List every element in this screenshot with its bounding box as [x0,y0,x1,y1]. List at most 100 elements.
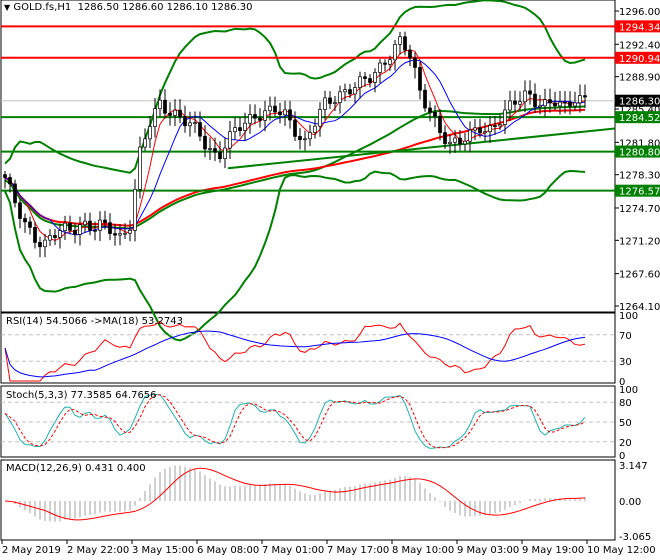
candle-body [153,108,157,127]
candle-body [273,105,277,113]
candle-body [43,239,47,248]
level-label-bg [615,51,660,64]
candle-body [118,233,122,236]
candle-body [458,137,462,145]
candle-body [93,229,97,232]
macd-title: MACD(12,26,9) 0.431 0.400 [6,463,146,474]
candle-body [533,93,537,108]
time-label: 6 May 08:00 [197,545,259,556]
ma-fast-red [4,49,586,242]
candle-body [298,136,302,141]
candle-body [178,109,182,118]
candle-body [183,116,187,127]
candle-body [248,114,252,124]
macd-signal-line [4,467,586,521]
candle-body [583,95,587,98]
candle-body [128,230,132,234]
candle-body [513,100,517,105]
candle-body [188,122,192,127]
candle-body [353,87,357,95]
candle-body [373,72,377,83]
candle-body [548,99,552,104]
candle-body [463,140,467,145]
stoch-tick-label: 20 [619,438,632,449]
candle-body [63,222,67,231]
candle-body [33,227,37,243]
current-price-label: 1286.30 [619,97,660,108]
stoch-title: Stoch(5,3,3) 77.3585 64.7656 [6,390,157,401]
candle-body [333,102,337,104]
time-label: 7 May 17:00 [327,545,389,556]
candle-body [38,242,42,248]
candle-body [573,102,577,107]
price-tick-label: 1288.90 [619,73,660,84]
candle-body [368,78,372,83]
candle-body [328,97,332,104]
candle-body [228,131,232,149]
candle-body [423,89,427,109]
chart-header: ▼ GOLD.fs,H1 1286.50 1286.60 1286.10 128… [4,2,253,13]
candle-body [338,91,342,103]
candle-body [568,101,572,107]
candle-body [348,89,352,95]
level-label-bg [615,184,660,197]
candle-body [108,222,112,234]
candle-body [293,119,297,137]
rsi-line [4,320,586,382]
stoch-tick-label: 50 [619,418,632,429]
candle-body [443,132,447,144]
rsi-ma-line [4,330,586,378]
candle-body [383,62,387,65]
candle-body [198,122,202,137]
candle-body [493,125,497,127]
candle-body [143,138,147,148]
candle-body [193,122,197,124]
candle-body [268,105,272,112]
candle-body [243,122,247,131]
candle-body [308,132,312,140]
candle-body [73,229,77,235]
time-label: 8 May 10:00 [392,545,454,556]
time-label: 2 May 2019 [2,545,61,556]
candle-body [413,57,417,68]
candle-body [13,183,17,204]
candle-body [448,141,452,144]
candle-body [263,110,267,121]
candle-body [133,188,137,231]
candle-body [543,99,547,107]
candle-body [83,220,87,226]
time-label: 9 May 19:00 [522,545,584,556]
price-tick-label: 1292.40 [619,40,660,51]
candle-body [433,111,437,117]
candle-body [8,177,12,185]
level-label: 1294.34 [619,22,660,33]
dropdown-triangle-icon[interactable]: ▼ [4,3,11,12]
level-label: 1280.80 [619,148,660,159]
current-price-bg [615,94,660,107]
candle-body [253,114,257,119]
candle-body [158,99,162,110]
candle-body [508,100,512,111]
candle-body [138,146,142,190]
price-tick-label: 1274.70 [619,204,660,215]
candle-body [213,148,217,153]
candle-body [388,59,392,65]
candle-body [408,49,412,59]
candle-body [418,67,422,91]
candle-body [503,109,507,125]
candle-body [148,126,152,140]
candle-body [483,131,487,134]
bollinger-lower [4,170,586,342]
candle-body [123,232,127,235]
stoch-main-line [4,394,586,449]
rsi-tick-label: 0 [619,377,625,388]
ma-fast-blue [4,59,586,236]
time-label: 9 May 03:00 [457,545,519,556]
candle-body [478,127,482,134]
bollinger-upper [4,0,586,174]
candle-body [28,221,32,228]
candle-body [18,202,22,219]
candle-body [48,235,52,241]
